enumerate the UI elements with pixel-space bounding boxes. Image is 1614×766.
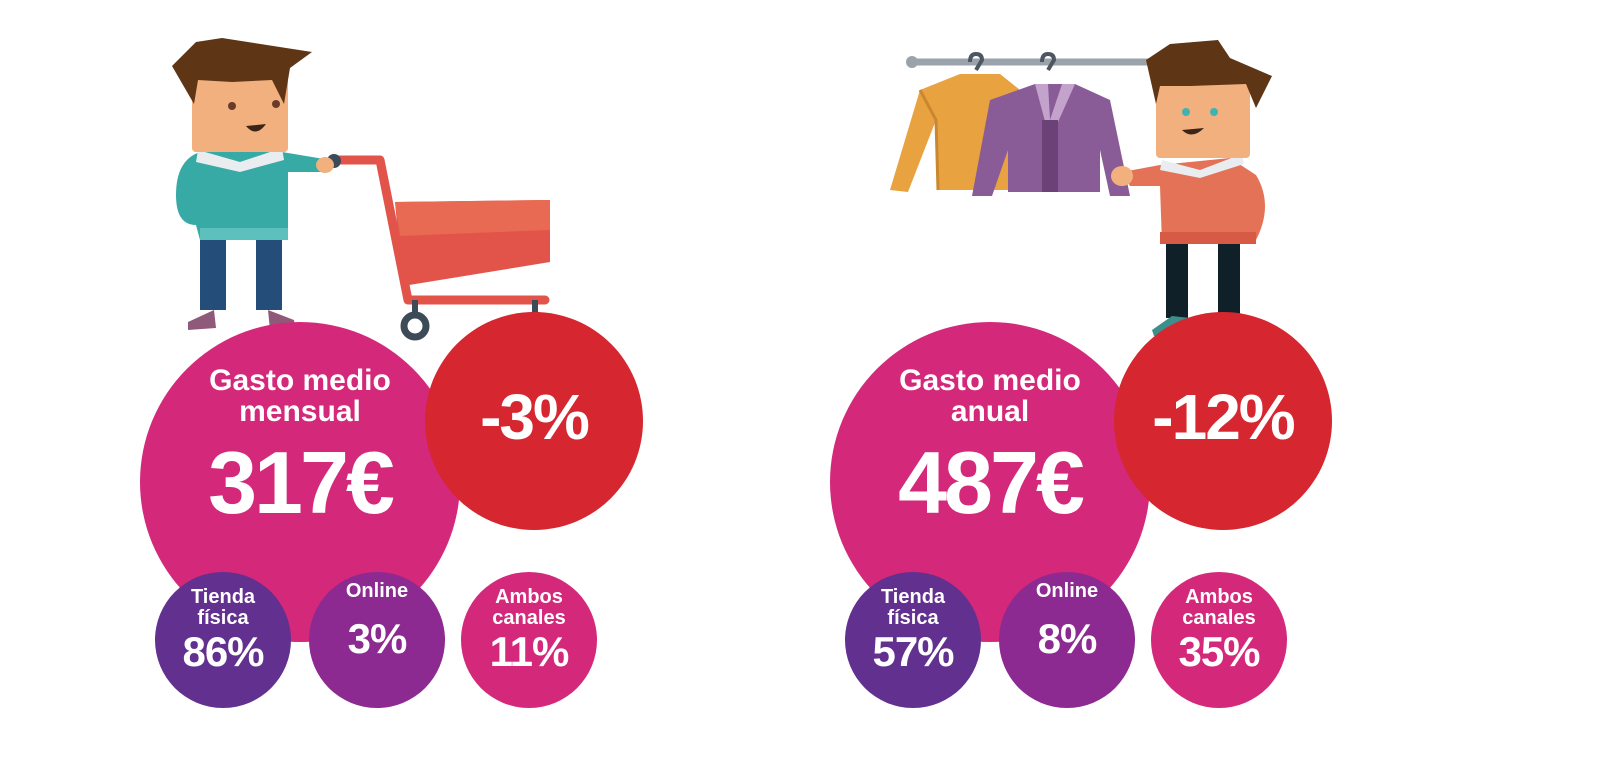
change-value: -3% (480, 381, 590, 453)
panel-monthly-spend: Gasto medio mensual 317€ -3% Tienda físi… (0, 0, 760, 766)
channel-circle-tienda: Tienda física 86% (155, 572, 291, 708)
channel-circle-ambos: Ambos canales 11% (461, 572, 597, 708)
change-circle: -3% (425, 312, 643, 530)
average-spend-label-line2: anual (950, 395, 1030, 428)
average-spend-label-line1: Gasto medio (209, 364, 391, 397)
channel-label: Online (345, 579, 409, 602)
change-value: -12% (1152, 381, 1295, 453)
channel-value: 86% (182, 628, 264, 675)
channel-label-line1: Tienda (880, 586, 946, 608)
channel-label-line1: Online (1035, 579, 1099, 602)
channel-label-line1: Ambos (1185, 586, 1253, 608)
channel-label-line1: Online (345, 579, 409, 602)
average-spend-value: 487€ (898, 433, 1085, 532)
channel-label-line1: Tienda (190, 586, 256, 608)
channel-label-line2: física (887, 607, 939, 629)
channel-value: 8% (1037, 614, 1098, 662)
channel-circle-tienda: Tienda física 57% (845, 572, 981, 708)
channel-label-line2: canales (1182, 607, 1256, 629)
average-spend-label-line2: mensual (239, 395, 361, 428)
channel-label: Ambos canales (1182, 587, 1255, 629)
channel-circle-ambos: Ambos canales 35% (1151, 572, 1287, 708)
channel-label: Ambos canales (492, 587, 565, 629)
shopping-cart-icon (327, 154, 550, 341)
channel-value: 57% (872, 628, 954, 675)
average-spend-label-line1: Gasto medio (899, 364, 1081, 397)
channel-label: Tienda física (191, 587, 255, 629)
change-circle: -12% (1114, 312, 1332, 530)
average-spend-value: 317€ (208, 433, 395, 532)
channel-label: Online (1035, 579, 1099, 602)
channel-value: 11% (489, 628, 570, 675)
channel-value: 3% (347, 614, 408, 662)
average-spend-label: Gasto medio mensual (209, 365, 391, 427)
clothes-rack-icon (890, 51, 1164, 196)
channel-label-line2: canales (492, 607, 566, 629)
channel-label: Tienda física (881, 587, 945, 629)
average-spend-circle: Gasto medio mensual 317€ (140, 322, 460, 642)
panel-annual-spend: Gasto medio anual 487€ -12% Tienda físic… (690, 0, 1450, 766)
shopper-cart-illustration (172, 38, 550, 341)
channel-circle-online: Online 3% (309, 572, 445, 708)
channel-circle-online: Online 8% (999, 572, 1135, 708)
average-spend-label: Gasto medio anual (899, 365, 1081, 427)
channel-label-line2: física (197, 607, 249, 629)
channel-value: 35% (1178, 628, 1260, 675)
channel-label-line1: Ambos (495, 586, 563, 608)
man-figure (1111, 40, 1272, 336)
shopper-clothes-illustration (890, 40, 1272, 336)
man-figure (172, 38, 334, 332)
